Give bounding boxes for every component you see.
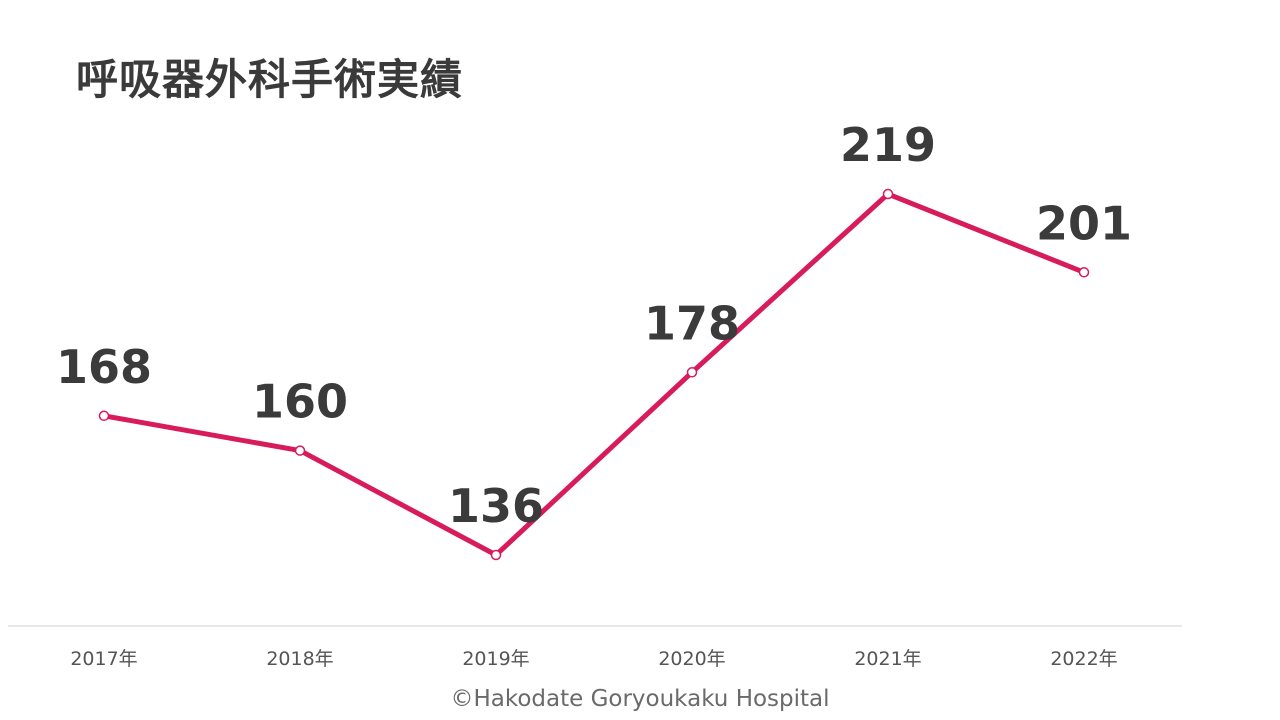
data-point bbox=[686, 367, 698, 378]
x-tick-label: 2018年 bbox=[266, 648, 333, 670]
data-label: 160 bbox=[252, 375, 348, 429]
x-tick-label: 2020年 bbox=[658, 648, 725, 670]
data-point bbox=[1078, 267, 1090, 278]
data-label: 201 bbox=[1036, 196, 1132, 250]
data-label: 136 bbox=[448, 479, 544, 533]
data-label: 178 bbox=[644, 296, 740, 350]
copyright-text: ©Hakodate Goryoukaku Hospital bbox=[450, 686, 830, 712]
series-line bbox=[101, 191, 1087, 558]
chart-title: 呼吸器外科手術実績 bbox=[76, 55, 464, 104]
x-tick-label: 2017年 bbox=[70, 648, 137, 670]
x-tick-label: 2021年 bbox=[854, 648, 921, 670]
series-line-group bbox=[101, 191, 1087, 558]
data-label: 219 bbox=[840, 118, 936, 172]
data-points bbox=[98, 188, 1090, 561]
data-point bbox=[882, 188, 894, 200]
data-point bbox=[294, 445, 306, 456]
data-point bbox=[490, 549, 502, 561]
data-labels: 168 160 136 178 219 201 bbox=[56, 118, 1132, 533]
data-label: 168 bbox=[56, 340, 152, 394]
data-point bbox=[98, 410, 110, 422]
x-tick-labels: 2017年 2018年 2019年 2020年 2021年 2022年 bbox=[70, 648, 1117, 670]
x-tick-label: 2019年 bbox=[462, 648, 529, 670]
x-tick-label: 2022年 bbox=[1050, 648, 1117, 670]
